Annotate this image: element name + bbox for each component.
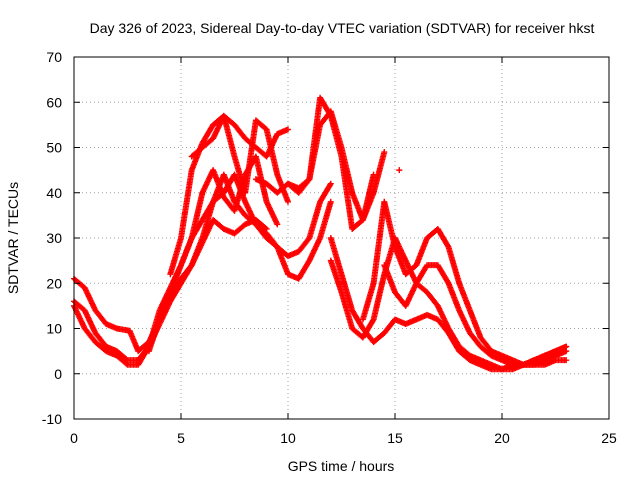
- data-marks: [71, 94, 570, 373]
- data-point: [305, 177, 312, 184]
- x-axis-label: GPS time / hours: [288, 458, 395, 474]
- series-track-13: [396, 167, 403, 174]
- series-track-6: [188, 112, 291, 160]
- data-point: [563, 343, 570, 350]
- y-tick-label: 30: [46, 230, 62, 246]
- x-tick-label: 25: [601, 430, 617, 446]
- y-tick-label: 40: [46, 185, 62, 201]
- x-axis-ticks: 0 5 10 15 20 25: [70, 57, 617, 446]
- data-point: [285, 198, 291, 205]
- series-track-8: [285, 108, 388, 223]
- data-point: [396, 167, 403, 174]
- data-point: [327, 198, 334, 205]
- y-tick-label: 10: [46, 321, 62, 337]
- y-tick-label: 70: [46, 49, 62, 65]
- y-tick-label: 60: [46, 94, 62, 110]
- chart-title: Day 326 of 2023, Sidereal Day-to-day VTE…: [90, 20, 595, 36]
- y-tick-label: 20: [46, 275, 62, 291]
- series-track-12: [381, 262, 570, 368]
- data-point: [563, 357, 570, 364]
- x-tick-label: 15: [387, 430, 403, 446]
- x-tick-label: 10: [280, 430, 296, 446]
- y-tick-label: 50: [46, 140, 62, 156]
- data-point: [327, 181, 334, 188]
- data-point: [369, 317, 376, 324]
- x-tick-label: 20: [494, 430, 510, 446]
- y-tick-label: -10: [42, 411, 62, 427]
- x-tick-label: 0: [70, 430, 78, 446]
- data-point: [285, 126, 291, 133]
- data-point: [381, 149, 388, 156]
- data-point: [274, 221, 281, 228]
- data-point: [444, 242, 451, 249]
- data-point: [327, 180, 334, 187]
- y-tick-label: 0: [54, 366, 62, 382]
- y-axis-label: SDTVAR / TECUs: [5, 182, 21, 294]
- series-track-4: [145, 171, 334, 355]
- x-tick-label: 5: [177, 430, 185, 446]
- series-track-5: [167, 112, 291, 278]
- y-axis-ticks: -10 0 10 20 30 40 50 60 70: [42, 49, 609, 427]
- data-point: [123, 360, 130, 367]
